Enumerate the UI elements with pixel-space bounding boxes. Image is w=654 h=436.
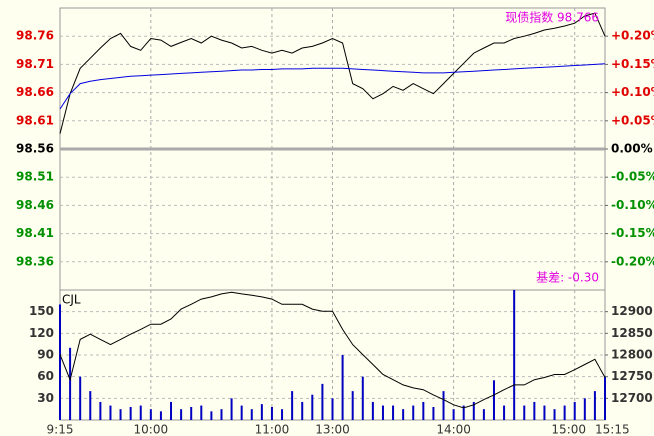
volume-bar <box>341 355 344 420</box>
volume-bar <box>69 347 72 420</box>
y-tick-label: 90 <box>37 348 54 362</box>
y2-tick-label: +0.15% <box>611 57 654 71</box>
volume-bar <box>371 401 374 420</box>
volume-bar <box>533 401 536 420</box>
y2-tick-label: +0.20% <box>611 29 654 43</box>
volume-bar <box>563 405 566 420</box>
y-tick-label: 98.61 <box>16 113 54 127</box>
series-line <box>59 12 606 134</box>
x-tick-label: 10:00 <box>134 423 169 436</box>
y2-tick-label: -0.05% <box>611 170 654 184</box>
volume-bar <box>402 409 405 420</box>
volume-bar <box>573 401 576 420</box>
volume-bar <box>291 391 294 420</box>
volume-bar <box>472 401 475 420</box>
volume-bar <box>79 376 82 420</box>
volume-bar <box>513 290 516 420</box>
volume-bar <box>210 411 213 420</box>
volume-bar <box>422 401 425 420</box>
volume-bar <box>492 380 495 420</box>
volume-bar <box>482 409 485 420</box>
volume-bar <box>250 409 253 420</box>
series-line <box>59 291 606 409</box>
x-tick-label: 15:00 <box>551 423 586 436</box>
y2-tick-label: 12850 <box>611 326 653 340</box>
y2-tick-label: 12900 <box>611 304 653 318</box>
y2-tick-label: +0.05% <box>611 113 654 127</box>
volume-bar <box>523 405 526 420</box>
series-line <box>59 63 606 110</box>
volume-bar <box>321 383 324 420</box>
x-tick-label: 14:00 <box>436 423 471 436</box>
x-tick-label: 13:00 <box>315 423 350 436</box>
y-tick-label: 98.51 <box>16 170 54 184</box>
y2-tick-label: 0.00% <box>611 142 653 156</box>
y-tick-label: 98.36 <box>16 254 54 268</box>
y-tick-label: 98.66 <box>16 85 54 99</box>
volume-bar <box>311 394 314 420</box>
volume-bar <box>593 391 596 420</box>
volume-bar <box>604 376 606 420</box>
volume-bar <box>240 405 243 420</box>
volume-bar <box>412 405 415 420</box>
volume-bar <box>301 401 304 420</box>
y-tick-label: 60 <box>37 369 54 383</box>
x-tick-label: 11:00 <box>255 423 290 436</box>
volume-bar <box>129 407 132 420</box>
y-tick-label: 98.46 <box>16 198 54 212</box>
y2-tick-label: 12750 <box>611 369 653 383</box>
volume-bar <box>452 409 455 420</box>
volume-bar <box>260 404 263 420</box>
y2-tick-label: +0.10% <box>611 85 654 99</box>
volume-bar <box>281 409 284 420</box>
volume-bar <box>220 409 223 420</box>
volume-bar <box>432 407 435 420</box>
volume-bar <box>159 411 162 420</box>
y-tick-label: 98.56 <box>16 142 54 156</box>
volume-bar <box>190 407 193 420</box>
y-tick-label: 98.41 <box>16 226 54 240</box>
y-tick-label: 150 <box>29 304 54 318</box>
volume-bar <box>553 409 556 420</box>
volume-bar <box>139 405 142 420</box>
y2-tick-label: 12800 <box>611 348 653 362</box>
y-tick-label: 98.76 <box>16 29 54 43</box>
y-tick-label: 30 <box>37 391 54 405</box>
volume-bar <box>200 405 203 420</box>
volume-bar <box>119 409 122 420</box>
volume-bar <box>351 391 354 420</box>
y2-tick-label: 12700 <box>611 391 653 405</box>
annotation: 基差: -0.30 <box>536 271 599 285</box>
volume-bar <box>109 405 112 420</box>
volume-bar <box>149 409 152 420</box>
volume-bar <box>89 391 92 420</box>
volume-bar <box>543 405 546 420</box>
volume-bar <box>170 401 173 420</box>
volume-bar <box>392 405 395 420</box>
volume-bar <box>99 401 102 420</box>
volume-bar <box>331 398 334 420</box>
y-tick-label: 120 <box>29 326 54 340</box>
volume-bar <box>230 398 233 420</box>
y2-tick-label: -0.15% <box>611 226 654 240</box>
volume-bar <box>583 398 586 420</box>
y2-tick-label: -0.20% <box>611 254 654 268</box>
volume-bar <box>180 409 183 420</box>
x-tick-label: 15:15 <box>595 423 630 436</box>
volume-bar <box>381 405 384 420</box>
volume-bar <box>462 405 465 420</box>
volume-bar <box>442 391 445 420</box>
series-label: CJL <box>62 293 81 307</box>
volume-bar <box>59 304 61 420</box>
annotation: 现债指数 98.766 <box>505 10 599 25</box>
volume-bar <box>361 376 364 420</box>
volume-bar <box>270 407 273 420</box>
y-tick-label: 98.71 <box>16 57 54 71</box>
volume-bar <box>503 405 506 420</box>
x-tick-label: 9:15 <box>47 423 74 436</box>
y2-tick-label: -0.10% <box>611 198 654 212</box>
